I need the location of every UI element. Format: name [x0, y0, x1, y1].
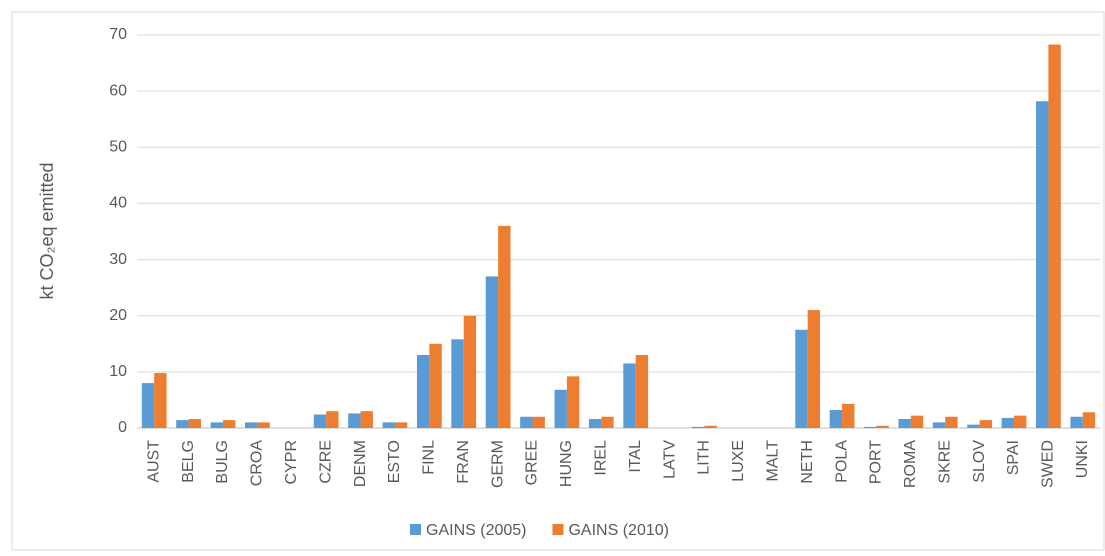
bar — [1001, 417, 1015, 428]
bar — [692, 426, 705, 428]
x-tick-label: IREL — [593, 440, 610, 476]
y-tick-label: 10 — [109, 363, 127, 380]
bar — [1014, 415, 1027, 428]
bar — [1048, 44, 1061, 429]
bar — [876, 425, 889, 428]
bar — [222, 420, 236, 428]
y-tick-label: 70 — [109, 26, 127, 43]
bar — [932, 422, 946, 428]
bar — [864, 426, 877, 428]
bar — [451, 339, 464, 428]
x-tick-label: AUST — [145, 440, 162, 483]
bar — [141, 383, 155, 428]
bar — [898, 419, 911, 428]
x-tick-label: GREE — [524, 440, 541, 485]
x-tick-label: SPAI — [1005, 440, 1022, 475]
bar — [566, 376, 580, 428]
x-tick-label: MALT — [764, 440, 781, 482]
bar — [1036, 101, 1049, 429]
bar — [807, 310, 821, 428]
legend-swatch — [410, 524, 421, 535]
x-tick-label: PORT — [868, 440, 885, 484]
x-tick-label: BELG — [180, 440, 197, 483]
y-tick-label: 30 — [109, 251, 127, 268]
x-tick-label: FINL — [421, 440, 438, 475]
bar — [416, 355, 430, 428]
chart-frame — [11, 11, 1105, 551]
x-tick-label: ITAL — [627, 440, 644, 473]
y-tick-label: 60 — [109, 82, 127, 99]
bar — [1082, 412, 1096, 428]
bar — [463, 315, 477, 428]
x-tick-label: GERM — [489, 440, 506, 488]
bar — [382, 422, 395, 428]
bar — [601, 416, 614, 428]
bar — [244, 422, 258, 428]
x-tick-label: FRAN — [455, 440, 472, 484]
y-tick-label: 40 — [109, 195, 127, 212]
bar — [520, 416, 533, 428]
x-tick-label: ESTO — [386, 440, 403, 483]
bar — [829, 410, 843, 428]
bar — [394, 422, 408, 428]
x-tick-label: BULG — [214, 440, 231, 484]
bar — [842, 403, 855, 428]
bar — [257, 422, 270, 428]
legend-label: GAINS (2005) — [426, 522, 526, 539]
x-tick-label: HUNG — [558, 440, 575, 487]
legend-swatch — [552, 524, 564, 535]
x-tick-label: SWED — [1040, 440, 1057, 488]
bar — [910, 415, 924, 428]
bar — [588, 419, 602, 428]
x-tick-label: LATV — [661, 440, 678, 479]
x-tick-label: SLOV — [971, 440, 988, 483]
x-tick-label: UNKI — [1074, 440, 1091, 478]
bar — [313, 414, 327, 428]
bar — [485, 276, 499, 428]
bar — [188, 419, 201, 428]
x-tick-label: SKRE — [936, 440, 953, 484]
bar — [979, 420, 993, 428]
x-tick-label: NETH — [799, 440, 816, 484]
bar — [360, 411, 373, 428]
bar — [635, 355, 649, 428]
x-tick-label: POLA — [833, 440, 850, 483]
y-tick-label: 50 — [109, 139, 127, 156]
bar — [176, 420, 189, 428]
x-tick-label: CYPR — [283, 440, 300, 484]
bar — [498, 225, 511, 428]
bar — [554, 389, 567, 428]
bar — [1070, 416, 1083, 428]
bar — [623, 363, 636, 428]
bar — [532, 416, 545, 428]
bar — [348, 413, 361, 428]
bar — [326, 411, 339, 428]
bar — [795, 329, 808, 428]
bar — [154, 372, 167, 428]
x-tick-label: DENM — [352, 440, 369, 487]
x-tick-label: CROA — [249, 440, 266, 487]
bar — [210, 422, 223, 428]
x-tick-label: LITH — [696, 440, 713, 475]
x-tick-label: LUXE — [730, 440, 747, 482]
bar — [704, 425, 717, 428]
y-axis-label: kt CO₂eq emitted — [37, 162, 57, 299]
y-tick-label: 20 — [109, 307, 127, 324]
x-tick-label: ROMA — [902, 440, 919, 488]
legend-label: GAINS (2010) — [568, 522, 668, 539]
bar — [429, 343, 442, 428]
y-tick-label: 0 — [118, 419, 127, 436]
bar — [967, 424, 980, 428]
bar — [945, 416, 958, 428]
x-tick-label: CZRE — [317, 440, 334, 484]
